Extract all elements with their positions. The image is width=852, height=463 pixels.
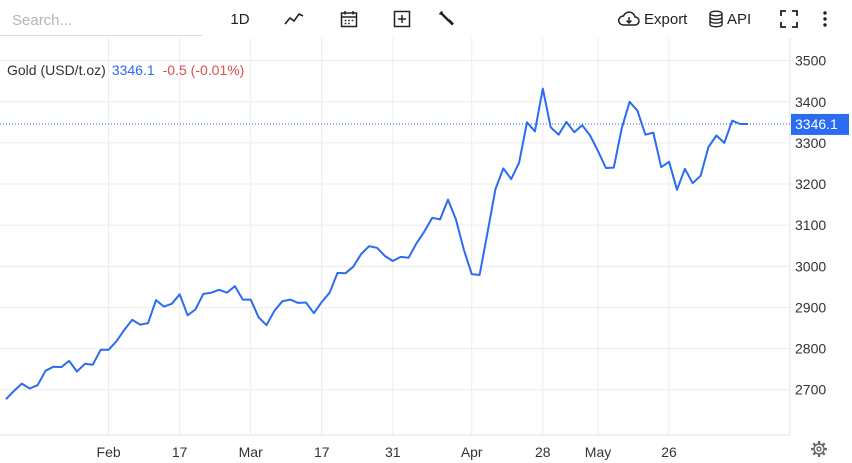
price-series-line: [5, 87, 748, 400]
legend-price: 3346.1: [111, 62, 155, 78]
chart-type-button[interactable]: [282, 8, 306, 30]
gear-icon: [811, 441, 827, 457]
add-indicator-button[interactable]: [391, 8, 413, 30]
x-tick-label: Feb: [97, 444, 121, 460]
y-tick-label: 3000: [795, 258, 826, 274]
settings-tool-button[interactable]: [436, 8, 458, 30]
x-tick-label: 17: [314, 444, 330, 460]
last-price-badge: [791, 113, 849, 135]
legend-change: -0.5 (-0.01%): [162, 62, 245, 78]
x-tick-label: Mar: [239, 444, 263, 460]
y-tick-label: 2900: [795, 299, 826, 315]
vertical-dots-icon: [823, 11, 827, 27]
database-icon: [709, 10, 723, 28]
x-tick-label: Apr: [461, 444, 483, 460]
x-tick-label: May: [585, 444, 611, 460]
export-button[interactable]: Export: [618, 8, 690, 30]
x-tick-label: 28: [535, 444, 551, 460]
y-tick-label: 3500: [795, 53, 826, 69]
range-1d-button[interactable]: 1D: [228, 8, 252, 30]
x-tick-label: 26: [661, 444, 677, 460]
legend-instrument-name: Gold (USD/t.oz): [7, 62, 106, 78]
last-price-label: 3346.1: [795, 116, 838, 132]
y-tick-label: 2800: [795, 341, 826, 357]
export-label: Export: [644, 10, 688, 28]
range-label: 1D: [230, 10, 250, 28]
date-range-button[interactable]: [338, 8, 360, 30]
x-tick-label: 17: [172, 444, 188, 460]
calendar-icon: [340, 11, 358, 28]
fullscreen-icon: [780, 10, 798, 28]
toolbar: 1D: [0, 0, 852, 38]
y-tick-label: 3100: [795, 217, 826, 233]
line-chart-icon: [284, 12, 304, 25]
search-input[interactable]: [0, 6, 202, 36]
price-chart[interactable]: 2700 2800 2900 3000 3100 3200 3300 3400 3500 Feb 1…: [0, 38, 852, 460]
more-options-button[interactable]: [816, 8, 834, 30]
api-label: API: [727, 10, 752, 28]
chart-area[interactable]: 2700 2800 2900 3000 3100 3200 3300 3400 3500 Feb 1…: [0, 38, 852, 460]
wrench-icon: [438, 10, 454, 26]
y-tick-label: 3300: [795, 135, 826, 151]
y-tick-label: 2700: [795, 382, 826, 398]
y-tick-label: 3200: [795, 176, 826, 192]
api-button[interactable]: API: [708, 8, 758, 30]
chart-legend: Gold (USD/t.oz) 3346.1 -0.5 (-0.01%): [7, 62, 244, 78]
cloud-download-icon: [618, 11, 640, 26]
plus-square-icon: [393, 10, 411, 28]
fullscreen-button[interactable]: [778, 8, 800, 30]
chart-settings-button[interactable]: [810, 440, 828, 458]
y-tick-label: 3400: [795, 94, 826, 110]
x-tick-label: 31: [385, 444, 401, 460]
